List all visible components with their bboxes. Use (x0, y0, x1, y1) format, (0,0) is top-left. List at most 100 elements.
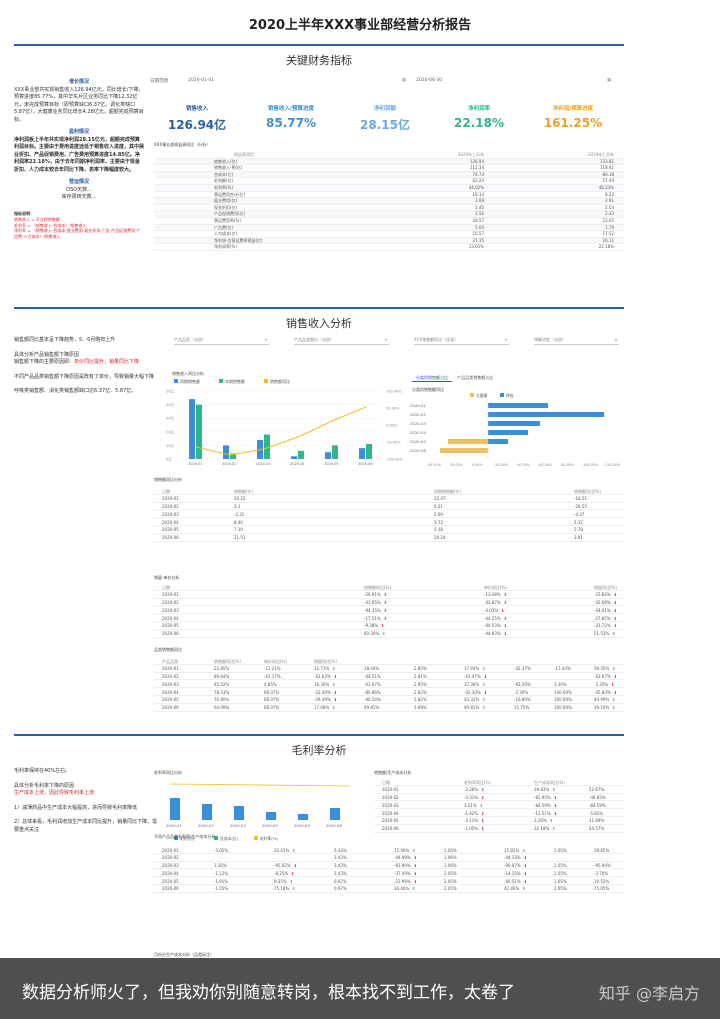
table-row: 净利润-含营运费率损益(亿) 21.15 26.11 (154, 237, 624, 245)
table-row: 2020-05 -1.91% 9.35% ⬆ 0.97% -21.99% ⬇ 2.05% -40… (154, 877, 624, 885)
arrow-down-icon: ⬇ (413, 870, 418, 876)
table-title: 不同产品品类毛利率/生产成本分析 (154, 834, 216, 839)
table-cell: -45.83% ⬇ (594, 689, 618, 695)
table-cell: -81.95% ⬇ (534, 795, 558, 801)
table-row: 销售收入(亿) 126.94 133.81 (154, 158, 624, 166)
table-cell: -44.25% ⬇ (484, 615, 508, 621)
yoy-filter[interactable]: XXX销售额同比（全部） ▾ (414, 337, 509, 345)
table-cell: 15.75% (514, 705, 530, 711)
table-row: 广告费(亿) 5.04 1.70 (154, 224, 624, 232)
table-cell: 21.51 (234, 535, 246, 541)
table-row: 2020-01 -3.05% 33.41% ⬆ 6.43% 75.90% ⬆ 1.05% 15.… (154, 846, 624, 854)
table-cell: 销售收入-税(亿) (214, 165, 243, 171)
table-cell: -11.51% ⬇ (534, 810, 558, 816)
table-cell: 2020-01 (162, 496, 179, 502)
arrow-up-icon: ⬆ (612, 705, 616, 711)
category-yoy-chart: 大健康 呼吸 2020-01 2020-02 2020-03 2020-04 2020-05… (410, 393, 621, 467)
calendar-icon[interactable]: ▦ (607, 78, 612, 83)
kpi-budget-progress: 销售收入/预算进度 85.77% (244, 104, 338, 130)
kpi-value: 126.94亿 (167, 118, 227, 132)
bar (264, 434, 270, 459)
arrow-up-icon: ⬆ (382, 631, 386, 637)
arrow-down-icon: ⬇ (483, 689, 488, 695)
table-cell: 1.06% (444, 855, 457, 861)
table-cell: -3.76% (594, 870, 609, 876)
table-cell: 人力成本(亿) (214, 231, 238, 237)
table-cell: -2.31 (234, 511, 245, 517)
budget-filter[interactable]: 预算进度（全部） ▾ (534, 337, 619, 345)
kpi-label: 净利润/预算进度 (552, 106, 594, 112)
bar (488, 430, 528, 435)
note-text: 呼吸类销售额、消化类销售额缺口达6.37亿、5.87亿。 (14, 388, 137, 394)
category-filter[interactable]: 产品品类（全部） ▾ (174, 337, 269, 345)
bar (488, 412, 604, 417)
arrow-down-icon: ⬇ (291, 870, 295, 876)
table-cell: 62.20 (472, 178, 484, 184)
legend-label: 大健康 (476, 393, 488, 398)
arrow-up-icon: ⬆ (292, 847, 296, 853)
x-tick: 2020-04 (262, 823, 278, 828)
column-header: 销售额同比(%) (364, 584, 391, 590)
table-row: 毛利额(亿) 62.20 57.40 (154, 178, 624, 185)
table-cell: 70.80% (214, 697, 230, 703)
arrow-down-icon: ⬇ (613, 607, 618, 613)
table-header: 日期 销售额(亿) 同期销售额(亿) 销售额同比(%) (154, 487, 624, 495)
table-cell: 66.07% (264, 697, 280, 703)
legend-label: 同期销售额 (180, 378, 200, 384)
table-row: 展业费用(亿) 1.69 2.91 (154, 198, 624, 205)
arrow-down-icon: ⬇ (413, 878, 418, 884)
table-cell: 8.23 (605, 191, 614, 197)
table-row: 2020-04 8.40 3.72 5.32 (154, 518, 624, 526)
tab-category-share[interactable]: 分类别销售额占比 (412, 374, 452, 382)
table-row: 2020-06 64.09% 66.07% 17.08% ⬆ 49.81% 3.69% 49.… (154, 704, 624, 712)
table-cell: 2020-03 (162, 607, 179, 613)
kpi-label: 净利润率 (467, 106, 490, 112)
bar (325, 452, 331, 459)
arrow-up-icon: ⬆ (482, 681, 486, 687)
arrow-up-icon: ⬆ (412, 847, 416, 853)
axis-tick: 20亿 (166, 429, 174, 434)
table-cell: 2.69 (434, 511, 443, 517)
table-cell: -12.21% (264, 666, 281, 672)
profit-heading: 盈利情况 (68, 129, 89, 135)
table-row: 现金折扣(亿) 2.40 2.54 (154, 205, 624, 212)
table-cell: 毛利额(亿) (214, 178, 234, 184)
arrow-down-icon: ⬇ (553, 795, 558, 801)
table-cell: 2.81% (414, 674, 427, 680)
date-start[interactable]: 2020-01-01 (188, 78, 215, 83)
x-tick: 2020-02 (222, 462, 237, 466)
table-cell: 44.99% ⬆ (594, 697, 616, 703)
kpi-label: 销售收入 (185, 106, 208, 112)
table-cell: 33.41% ⬆ (274, 847, 296, 853)
table-row: 2020-06 -1.05% 75.18% ⬆ 0.97% 36.46% ⬆ 2.05% 42.… (154, 885, 624, 893)
arrow-down-icon: ⬇ (293, 863, 298, 869)
table-cell: 1.70 (605, 224, 614, 230)
table-cell: 21.15 (472, 237, 484, 243)
x-tick: 2020-05 (294, 823, 310, 828)
table-row: 2020-03 -2.31 2.69 -4.37 (154, 510, 624, 519)
bar (359, 448, 365, 459)
arrow-up-icon: ⬆ (482, 697, 486, 703)
table-header: 产品品类 销售额同比(%) 单价同比(%) 销量同比(%) (154, 657, 624, 665)
table-cell: 3.26% ⬆ (534, 818, 554, 824)
date-end[interactable]: 2020-06-30 (416, 78, 443, 83)
table-cell: 15.82% ⬆ (504, 847, 526, 853)
table-title: 销量-单价分析 (154, 575, 180, 580)
subcategory-filter[interactable]: 产品品类细分（全部） ▾ (294, 337, 389, 345)
calendar-icon[interactable]: ▦ (402, 78, 407, 83)
tab-product-share[interactable]: 产品品类销售额占比 (457, 375, 494, 380)
arrow-down-icon: ⬇ (333, 674, 338, 680)
formula-line: 净利率 = （销售收入-合成本-营业费用-现金折扣-广告-产品促销费用-广告费-… (14, 228, 141, 239)
table-cell: -27.85% ⬇ (594, 615, 618, 621)
table-header: 日期 毛利率同比(%) 生产成本同比(%) (374, 778, 624, 786)
table-cell: -3.05% (214, 847, 229, 853)
sales-bar-chart: 同期销售额 本期销售额 销售额同比 0亿 10亿 20亿 30亿 40亿 50亿 2020-01 2… (166, 378, 404, 466)
legend-label: 呼吸 (506, 393, 514, 398)
line-series (195, 406, 367, 456)
axis-tick: -50.00% (386, 441, 401, 445)
section-title: 毛利率分析 (291, 744, 347, 757)
arrow-down-icon: ⬇ (501, 607, 505, 613)
table-cell: 26.24 (434, 535, 446, 541)
bar (366, 444, 372, 459)
table-cell: 2020-06 (162, 535, 179, 541)
